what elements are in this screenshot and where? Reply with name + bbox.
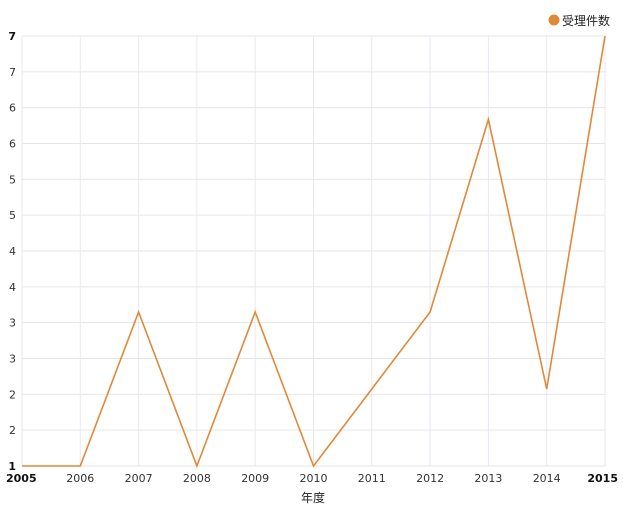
x-tick-label: 2015 xyxy=(587,472,618,485)
y-tick-label: 6 xyxy=(9,138,16,151)
x-tick-label: 2006 xyxy=(66,472,94,485)
data-point[interactable] xyxy=(195,464,199,468)
y-tick-label: 7 xyxy=(8,30,16,43)
x-tick-label: 2007 xyxy=(125,472,153,485)
y-tick-label: 4 xyxy=(9,281,16,294)
data-point[interactable] xyxy=(20,464,24,468)
x-tick-label: 2009 xyxy=(241,472,269,485)
legend-marker-icon xyxy=(548,14,560,26)
y-tick-label: 5 xyxy=(9,209,16,222)
data-point[interactable] xyxy=(370,387,374,391)
y-tick-label: 7 xyxy=(9,66,16,79)
x-tick-label: 2014 xyxy=(533,472,561,485)
y-tick-label: 3 xyxy=(9,317,16,330)
series-layer xyxy=(20,34,607,469)
data-point[interactable] xyxy=(253,310,257,314)
series-line xyxy=(22,35,606,469)
x-tick-label: 2005 xyxy=(6,472,37,485)
x-axis-title: 年度 xyxy=(301,490,325,505)
y-tick-label: 2 xyxy=(9,388,16,401)
x-tick-label: 2013 xyxy=(474,472,502,485)
data-point[interactable] xyxy=(78,464,82,468)
data-point[interactable] xyxy=(486,117,490,121)
data-point[interactable] xyxy=(428,310,432,314)
x-axis: 2005 2006 2007 2008 2009 2010 2011 2012 2013 2014… xyxy=(6,472,618,485)
data-point[interactable] xyxy=(312,464,316,468)
grid xyxy=(21,35,606,467)
x-tick-label: 2008 xyxy=(183,472,211,485)
data-point[interactable] xyxy=(545,387,549,391)
y-tick-label: 4 xyxy=(9,245,16,258)
y-axis: 1 2 2 3 3 4 4 5 5 6 6 7 7 xyxy=(8,30,16,473)
x-tick-label: 2011 xyxy=(358,472,386,485)
x-tick-label: 2010 xyxy=(300,472,328,485)
legend-label: 受理件数 xyxy=(562,13,610,28)
y-tick-label: 1 xyxy=(8,460,16,473)
y-tick-label: 3 xyxy=(9,353,16,366)
y-tick-label: 6 xyxy=(9,102,16,115)
y-tick-label: 2 xyxy=(9,424,16,437)
data-point[interactable] xyxy=(603,34,607,38)
data-point[interactable] xyxy=(137,310,141,314)
legend[interactable]: 受理件数 xyxy=(548,13,611,28)
y-tick-label: 5 xyxy=(9,173,16,186)
x-tick-label: 2012 xyxy=(416,472,444,485)
